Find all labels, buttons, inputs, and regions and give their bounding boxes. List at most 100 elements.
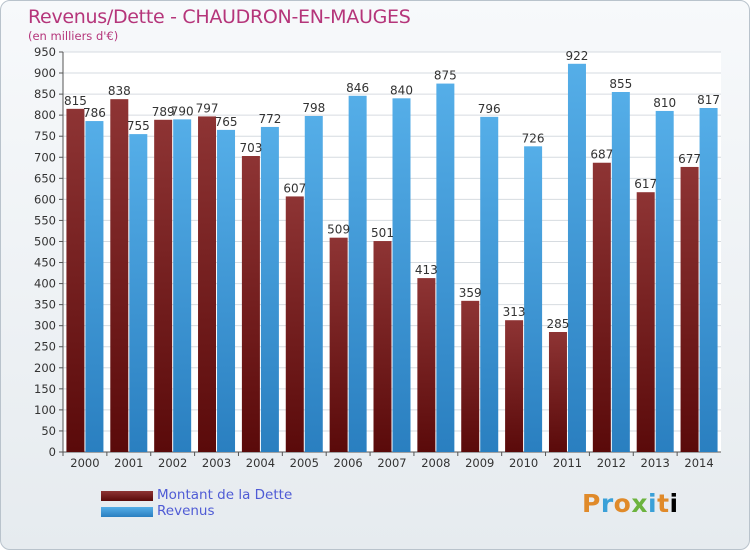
chart-subtitle: (en milliers d'€) [28,29,119,43]
y-tick-label: 100 [34,403,56,417]
y-tick-label: 550 [34,213,56,227]
legend-label-revenus: Revenus [157,503,215,519]
x-tick-label: 2005 [290,456,319,470]
x-tick-label: 2012 [597,456,626,470]
bar-revenus [611,92,630,452]
y-tick-label: 500 [34,234,56,248]
bar-debt [154,119,173,452]
x-tick-label: 2006 [333,456,362,470]
data-label-debt: 501 [371,226,394,240]
x-tick-label: 2008 [421,456,450,470]
data-label-debt: 797 [196,101,219,115]
legend-swatch-revenus [101,507,153,517]
bar-revenus [392,98,411,452]
data-label-debt: 313 [503,305,526,319]
x-tick-label: 2014 [684,456,713,470]
y-tick-label: 150 [34,382,56,396]
data-label-debt: 703 [239,141,262,155]
data-label-revenus: 755 [127,119,150,133]
x-tick-label: 2002 [158,456,187,470]
y-tick-label: 450 [34,256,56,270]
bar-revenus [85,121,104,452]
bar-debt [198,116,217,452]
data-label-debt: 413 [415,263,438,277]
legend-label-debt: Montant de la Dette [157,487,293,503]
y-tick-label: 950 [34,45,56,59]
data-label-revenus: 796 [478,102,501,116]
data-label-revenus: 846 [346,81,369,95]
x-tick-label: 2003 [202,456,231,470]
x-tick-label: 2011 [553,456,582,470]
y-tick-label: 700 [34,150,56,164]
x-tick-label: 2010 [509,456,538,470]
bar-debt [417,278,436,452]
bar-debt [329,237,348,452]
bar-revenus [436,83,455,452]
y-tick-label: 250 [34,340,56,354]
data-label-revenus: 726 [522,131,545,145]
data-label-revenus: 810 [653,96,676,110]
x-tick-label: 2000 [70,456,99,470]
chart-title: Revenus/Dette - CHAUDRON-EN-MAUGES [28,6,411,28]
data-label-revenus: 798 [302,101,325,115]
bar-revenus [260,126,279,453]
bar-debt [110,99,129,452]
y-tick-label: 800 [34,108,56,122]
y-tick-label: 50 [41,424,56,438]
y-tick-label: 750 [34,129,56,143]
bar-debt [66,108,85,452]
bar-revenus [655,110,674,453]
bar-debt [592,162,611,452]
x-tick-label: 2007 [377,456,406,470]
data-label-revenus: 922 [566,49,589,63]
bar-revenus [699,108,718,452]
y-tick-label: 600 [34,192,56,206]
y-tick-label: 650 [34,171,56,185]
data-label-debt: 838 [108,84,131,98]
bar-revenus [524,146,543,452]
y-tick-label: 0 [49,445,56,459]
bar-revenus [173,119,192,453]
data-label-revenus: 765 [215,115,238,129]
legend-swatch-debt [101,491,153,501]
y-tick-label: 350 [34,298,56,312]
data-label-debt: 359 [459,286,482,300]
bar-revenus [217,129,236,453]
bar-debt [505,320,524,452]
data-label-revenus: 855 [609,77,632,91]
x-tick-label: 2001 [114,456,143,470]
y-tick-label: 400 [34,277,56,291]
data-label-revenus: 817 [697,93,720,107]
bar-debt [285,196,304,452]
y-tick-label: 900 [34,66,56,80]
data-label-revenus: 840 [390,83,413,97]
bar-debt [461,300,480,452]
y-tick-label: 850 [34,87,56,101]
y-tick-label: 200 [34,361,56,375]
bar-debt [680,166,699,452]
data-label-debt: 687 [590,148,613,162]
bar-debt [548,332,567,452]
bar-revenus [348,95,367,452]
bar-debt [636,192,655,453]
x-tick-label: 2004 [246,456,275,470]
x-tick-label: 2013 [641,456,670,470]
x-tick-label: 2009 [465,456,494,470]
y-tick-label: 300 [34,319,56,333]
data-label-revenus: 772 [258,112,281,126]
bar-debt [373,241,392,452]
data-label-debt: 617 [634,177,657,191]
bar-debt [241,156,260,452]
data-label-revenus: 786 [83,106,106,120]
data-label-revenus: 790 [171,104,194,118]
data-label-debt: 509 [327,223,350,237]
data-label-revenus: 875 [434,69,457,83]
data-label-debt: 815 [64,94,87,108]
bar-revenus [129,134,148,452]
bar-revenus [480,116,499,452]
proxiti-logo: Proxiti [582,489,679,518]
bar-revenus [567,63,586,452]
data-label-debt: 789 [152,105,175,119]
